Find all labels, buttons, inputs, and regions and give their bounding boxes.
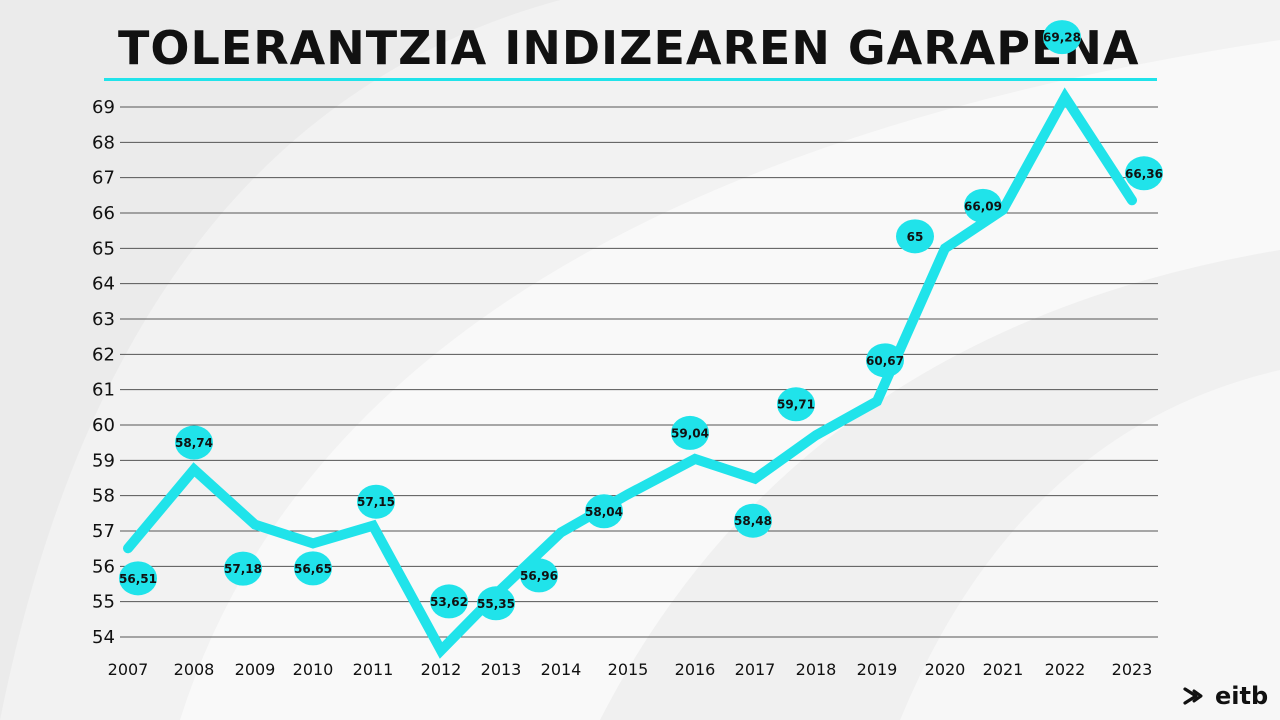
data-label-bubble [520, 558, 558, 593]
data-label: 57,15 [357, 484, 395, 519]
data-label: 58,48 [734, 503, 772, 538]
title-underline [104, 78, 1157, 81]
data-label-bubble [734, 503, 772, 538]
data-label-text: 58,74 [175, 436, 213, 450]
data-label-text: 69,28 [1043, 31, 1081, 45]
data-label-text: 58,48 [734, 514, 772, 528]
y-tick-label: 64 [92, 274, 115, 295]
y-tick-label: 66 [92, 203, 115, 224]
grid-lines [120, 106, 1158, 638]
data-label: 55,35 [477, 586, 515, 621]
y-tick-label: 55 [92, 592, 115, 613]
data-label-bubble [777, 387, 815, 422]
data-label-text: 57,15 [357, 495, 395, 509]
x-tick-label: 2013 [481, 660, 522, 679]
eitb-logo: eitb [1182, 684, 1268, 708]
data-label: 59,04 [671, 415, 709, 450]
series-line-layer [123, 87, 1137, 659]
y-tick-label: 69 [92, 97, 115, 118]
data-label-bubble [175, 425, 213, 460]
data-label: 56,96 [520, 558, 558, 593]
data-label-bubble [585, 494, 623, 529]
x-tick-label: 2018 [796, 660, 837, 679]
data-label-bubble [357, 484, 395, 519]
x-tick-label: 2020 [925, 660, 966, 679]
logo-text: eitb [1215, 682, 1269, 710]
data-label: 65 [896, 219, 934, 254]
data-label: 53,62 [430, 584, 468, 619]
data-label-bubble [430, 584, 468, 619]
x-tick-label: 2009 [235, 660, 276, 679]
data-label-text: 56,51 [119, 572, 157, 586]
x-tick-labels: 2007 2008 2009 2010 2011 2012 2013 2014 2015 2016… [108, 660, 1153, 679]
data-label-text: 56,96 [520, 569, 558, 583]
data-label-bubble [477, 586, 515, 621]
x-tick-label: 2011 [353, 660, 394, 679]
x-tick-label: 2021 [983, 660, 1024, 679]
data-label: 69,28 [1043, 20, 1081, 55]
series-line [123, 87, 1137, 659]
data-label-text: 56,65 [294, 562, 332, 576]
eitb-arrows-icon [1183, 687, 1203, 705]
data-label-text: 66,09 [964, 199, 1002, 213]
data-label: 66,36 [1125, 156, 1163, 191]
data-label-bubble [671, 415, 709, 450]
data-label-bubble [119, 561, 157, 596]
data-label-text: 59,04 [671, 426, 709, 440]
data-label-text: 59,71 [777, 398, 815, 412]
y-tick-label: 59 [92, 450, 115, 471]
data-label-bubble [964, 188, 1002, 223]
data-label-bubble [896, 219, 934, 254]
y-tick-label: 58 [92, 486, 115, 507]
x-tick-label: 2010 [293, 660, 334, 679]
data-label-bubble [1043, 20, 1081, 55]
y-tick-label: 65 [92, 238, 115, 259]
y-tick-label: 67 [92, 168, 115, 189]
data-label-bubble [866, 343, 904, 378]
data-label: 60,67 [866, 343, 904, 378]
y-tick-label: 62 [92, 344, 115, 365]
data-label-bubble [294, 551, 332, 586]
y-tick-label: 54 [92, 627, 115, 648]
x-tick-label: 2007 [108, 660, 149, 679]
x-tick-label: 2023 [1112, 660, 1153, 679]
x-tick-label: 2019 [857, 660, 898, 679]
y-tick-label: 61 [92, 380, 115, 401]
y-tick-label: 56 [92, 556, 115, 577]
data-label-text: 66,36 [1125, 167, 1163, 181]
data-label: 58,74 [175, 425, 213, 460]
data-label-bubble [1125, 156, 1163, 191]
y-tick-labels: 54 55 56 57 58 59 60 61 62 63 64 65 66 67 68 69 [92, 97, 115, 648]
data-label: 58,04 [585, 494, 623, 529]
x-tick-label: 2012 [421, 660, 462, 679]
x-tick-label: 2015 [608, 660, 649, 679]
data-label-text: 58,04 [585, 505, 623, 519]
data-labels: 56,51 58,74 57,18 56,65 57,15 53,62 55,35 56,96… [119, 20, 1163, 621]
data-label: 56,65 [294, 551, 332, 586]
x-tick-label: 2017 [735, 660, 776, 679]
data-label: 57,18 [224, 551, 262, 586]
data-label-text: 65 [907, 230, 924, 244]
x-tick-label: 2008 [174, 660, 215, 679]
data-label-text: 60,67 [866, 354, 904, 368]
y-tick-label: 68 [92, 132, 115, 153]
x-tick-label: 2014 [541, 660, 582, 679]
x-tick-label: 2016 [675, 660, 716, 679]
data-label-bubble [224, 551, 262, 586]
data-label: 59,71 [777, 387, 815, 422]
data-label: 66,09 [964, 188, 1002, 223]
data-label-text: 53,62 [430, 595, 468, 609]
y-tick-label: 60 [92, 415, 115, 436]
data-label-text: 57,18 [224, 562, 262, 576]
y-tick-label: 57 [92, 521, 115, 542]
x-tick-label: 2022 [1045, 660, 1086, 679]
chart-title: TOLERANTZIA INDIZEAREN GARAPENA [118, 21, 1140, 75]
data-label: 56,51 [119, 561, 157, 596]
data-label-text: 55,35 [477, 597, 515, 611]
y-tick-label: 63 [92, 309, 115, 330]
